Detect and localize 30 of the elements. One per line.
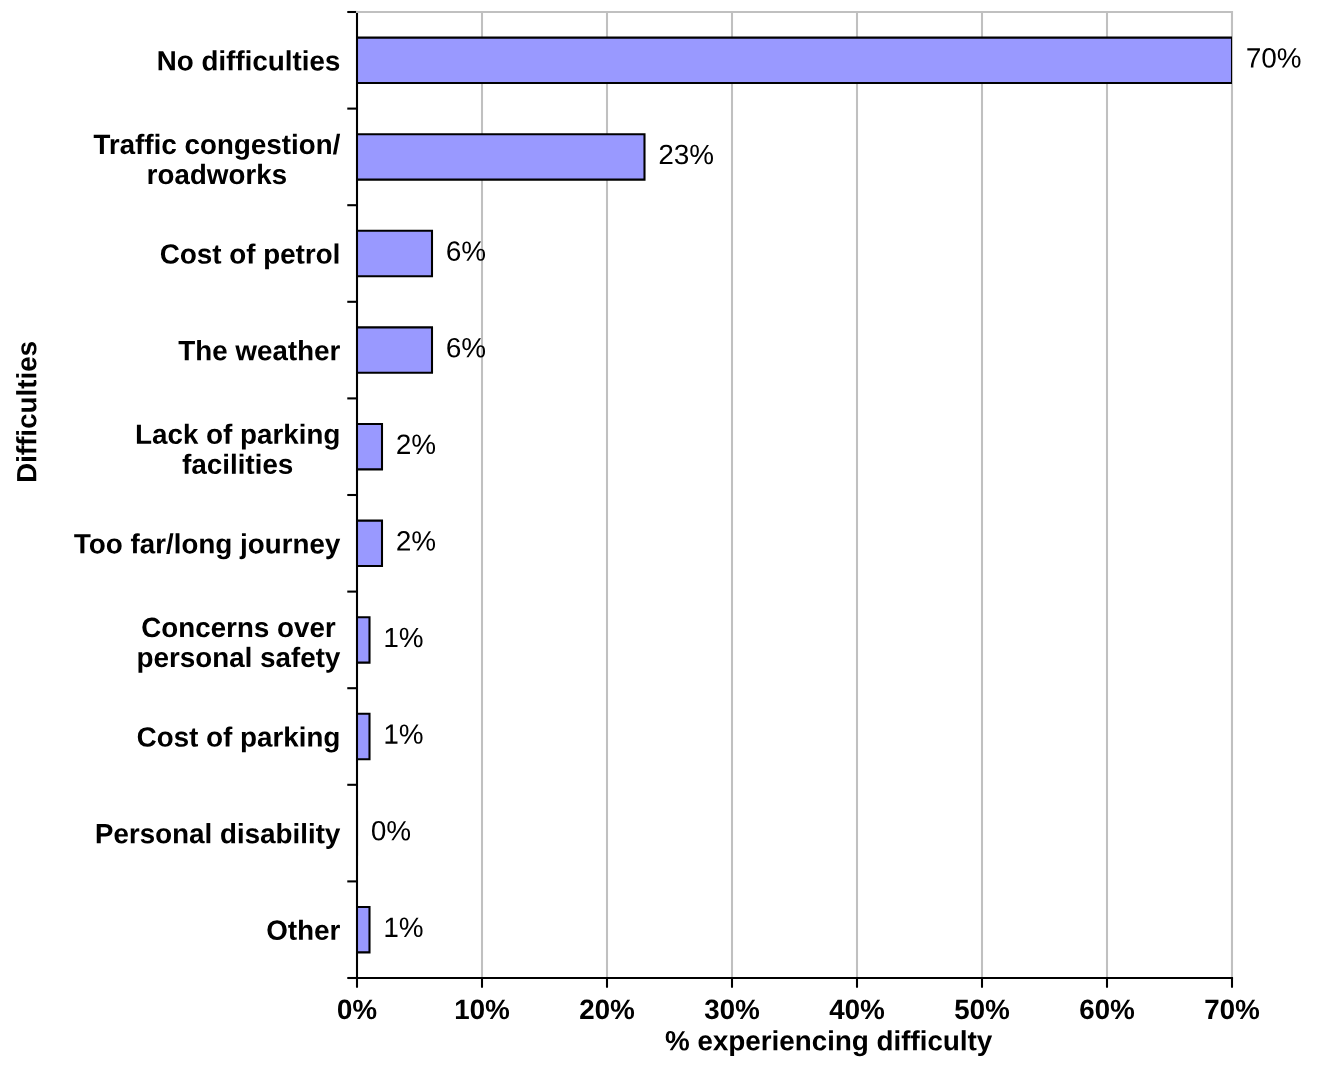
- y-tick-label: Too far/long journey: [74, 533, 341, 560]
- y-tick-label: Other: [267, 919, 340, 941]
- y-tick-label: No difficulties: [158, 50, 340, 71]
- y-tick-label: Personal disability: [96, 823, 341, 849]
- y-tick-label: The weather: [178, 340, 340, 361]
- y-tick-label: Traffic congestion/ roadworks: [93, 133, 341, 185]
- data-label: 2%: [397, 434, 436, 455]
- y-tick-label: Concerns over personal safety: [138, 617, 341, 673]
- data-label: 6%: [447, 241, 486, 261]
- x-tick-label: 20%: [580, 999, 635, 1020]
- x-tick-label: 0%: [338, 999, 377, 1020]
- data-label: 1%: [385, 627, 423, 648]
- y-tick-label: Cost of parking: [137, 726, 339, 753]
- x-tick-label: 60%: [1080, 999, 1135, 1020]
- data-label: 70%: [1247, 48, 1301, 68]
- x-tick-label: 40%: [829, 999, 885, 1020]
- y-tick-label: Lack of parking facilities: [136, 423, 339, 475]
- data-label: 23%: [659, 144, 713, 165]
- y-axis-title: Difficulties: [16, 342, 37, 482]
- data-label: 1%: [385, 917, 423, 938]
- data-label: 2%: [397, 531, 436, 551]
- y-tick-label: Cost of petrol: [160, 243, 339, 270]
- data-label: 6%: [447, 337, 486, 358]
- x-tick-label: 10%: [455, 999, 510, 1020]
- x-tick-label: 30%: [704, 999, 760, 1020]
- data-label: 0%: [371, 820, 411, 841]
- x-tick-label: 50%: [955, 999, 1010, 1020]
- data-label: 1%: [385, 724, 423, 744]
- x-axis-title: % experiencing difficulty: [665, 1030, 993, 1057]
- x-tick-label: 70%: [1205, 999, 1260, 1020]
